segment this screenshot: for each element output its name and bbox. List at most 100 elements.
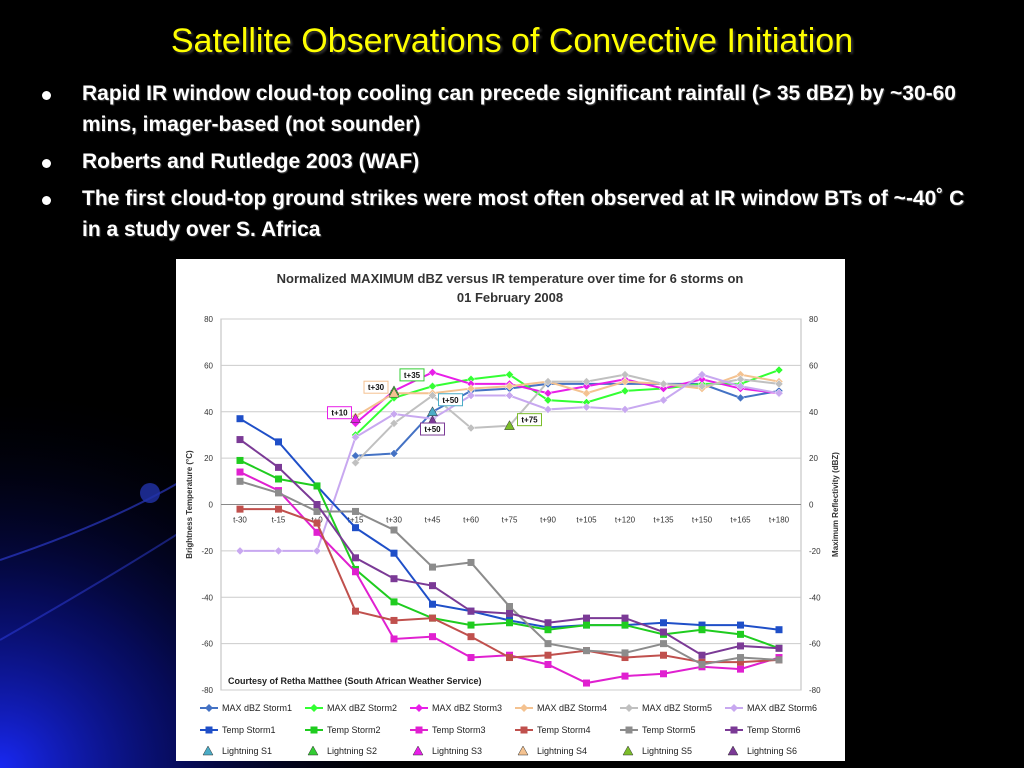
data-point-temp-storm5 [660, 640, 667, 648]
bullet-text: The first cloud-top ground strikes were … [82, 187, 965, 241]
data-point-temp-storm6 [313, 501, 321, 508]
lightning-callout-label: t+50 [424, 425, 441, 434]
data-point-temp-storm3 [313, 528, 321, 536]
data-point-max-dbz-storm5 [543, 377, 553, 386]
lightning-callout-box [420, 422, 445, 436]
data-point-temp-storm1 [660, 619, 667, 627]
data-point-temp-storm2 [390, 598, 398, 606]
bullet-dot [42, 196, 51, 205]
data-point-temp-storm2 [313, 482, 321, 490]
legend-label-temp-storm1: Temp Storm1 [222, 725, 276, 735]
data-point-temp-storm2 [698, 626, 706, 634]
y2-axis-title: Maximum Reflectivity (dBZ) [831, 452, 840, 557]
y2-tick-label: 0 [809, 501, 814, 510]
y-tick-label: -40 [201, 593, 213, 602]
data-point-temp-storm4 [429, 614, 436, 622]
data-point-max-dbz-storm1 [736, 393, 745, 403]
data-point-temp-storm5 [544, 640, 552, 648]
legend-label-temp-storm4: Temp Storm4 [537, 725, 591, 735]
series-line-max-dbz-storm4 [354, 373, 780, 418]
lightning-callout-box [517, 413, 542, 427]
data-point-max-dbz-storm6 [274, 546, 283, 556]
data-point-max-dbz-storm5 [582, 377, 591, 386]
data-point-temp-storm1 [775, 626, 783, 634]
legend-marker-max-dbz-storm2 [310, 704, 318, 712]
legend-label-lightning-s3: Lightning S3 [432, 746, 482, 756]
data-point-max-dbz-storm6 [659, 395, 668, 405]
legend-marker-temp-storm1 [205, 726, 213, 734]
lightning-callout-box [363, 380, 389, 394]
y-tick-label: -20 [201, 547, 213, 556]
series-line-max-dbz-storm5 [354, 373, 780, 464]
data-point-temp-storm2 [737, 630, 744, 638]
y2-tick-label: 60 [809, 361, 818, 370]
data-point-temp-storm6 [429, 582, 436, 590]
legend-marker-lightning-s2 [307, 745, 319, 756]
data-point-temp-storm4 [236, 505, 244, 513]
legend-marker-max-dbz-storm4 [520, 704, 528, 712]
data-point-max-dbz-storm2 [505, 370, 514, 380]
data-point-max-dbz-storm1 [389, 449, 399, 458]
data-point-temp-storm6 [698, 651, 706, 659]
data-point-max-dbz-storm5 [466, 423, 476, 433]
data-point-temp-storm2 [236, 456, 244, 464]
data-point-temp-storm4 [544, 651, 552, 659]
data-point-max-dbz-storm3 [543, 388, 553, 398]
data-point-max-dbz-storm6 [697, 370, 707, 380]
data-point-temp-storm3 [236, 468, 244, 476]
data-point-temp-storm6 [506, 609, 513, 617]
series-line-temp-storm3 [239, 471, 780, 685]
data-point-max-dbz-storm5 [428, 391, 437, 400]
series-line-max-dbz-storm3 [354, 371, 780, 425]
data-point-temp-storm4 [390, 616, 398, 624]
legend-label-max-dbz-storm3: MAX dBZ Storm3 [432, 703, 502, 713]
data-point-temp-storm2 [506, 619, 513, 627]
lightning-marker-lightning-s3 [350, 413, 361, 423]
y-tick-label: 20 [204, 454, 213, 463]
legend-label-temp-storm2: Temp Storm2 [327, 725, 381, 735]
data-point-temp-storm6 [544, 619, 552, 627]
data-point-max-dbz-storm6 [736, 381, 745, 391]
data-point-max-dbz-storm6 [543, 405, 553, 414]
x-tick-label: t+165 [730, 516, 751, 525]
legend-label-lightning-s4: Lightning S4 [537, 746, 587, 756]
data-point-temp-storm5 [583, 647, 590, 655]
chart-svg: Normalized MAXIMUM dBZ versus IR tempera… [185, 271, 840, 756]
data-point-temp-storm1 [429, 600, 436, 608]
y-tick-label: -80 [201, 686, 213, 695]
data-point-temp-storm5 [352, 507, 359, 515]
x-tick-label: t+45 [425, 516, 441, 525]
chart-panel: Normalized MAXIMUM dBZ versus IR tempera… [176, 259, 845, 761]
legend-label-temp-storm6: Temp Storm6 [747, 725, 801, 735]
lightning-callout-label: t+50 [442, 396, 459, 405]
bullet-list: Rapid IR window cloud-top cooling can pr… [40, 78, 980, 251]
data-point-max-dbz-storm5 [774, 379, 784, 389]
data-point-temp-storm4 [275, 505, 282, 513]
legend-marker-temp-storm3 [415, 726, 423, 734]
data-point-temp-storm5 [313, 507, 321, 515]
bullet-item: Rapid IR window cloud-top cooling can pr… [40, 78, 980, 140]
data-point-temp-storm5 [506, 603, 513, 611]
data-point-max-dbz-storm2 [620, 386, 630, 396]
data-point-temp-storm5 [775, 656, 783, 664]
data-point-temp-storm5 [275, 489, 282, 497]
y-tick-label: 80 [204, 315, 213, 324]
y2-tick-label: -40 [809, 593, 821, 602]
legend-marker-max-dbz-storm1 [205, 704, 213, 712]
data-point-temp-storm5 [236, 477, 244, 485]
lightning-callout-label: t+35 [404, 371, 421, 380]
legend-marker-temp-storm5 [625, 726, 633, 734]
data-point-temp-storm2 [621, 621, 629, 629]
data-point-max-dbz-storm4 [620, 377, 630, 386]
y-tick-label: -60 [201, 640, 213, 649]
data-point-temp-storm6 [583, 614, 590, 622]
legend-label-lightning-s6: Lightning S6 [747, 746, 797, 756]
data-point-max-dbz-storm6 [235, 546, 245, 556]
legend-label-max-dbz-storm4: MAX dBZ Storm4 [537, 703, 607, 713]
data-point-max-dbz-storm6 [505, 391, 514, 400]
data-point-temp-storm2 [583, 621, 590, 629]
y2-tick-label: -80 [809, 686, 821, 695]
y2-tick-label: -60 [809, 640, 821, 649]
lightning-callout-label: t+30 [368, 383, 385, 392]
data-point-max-dbz-storm2 [543, 395, 553, 405]
